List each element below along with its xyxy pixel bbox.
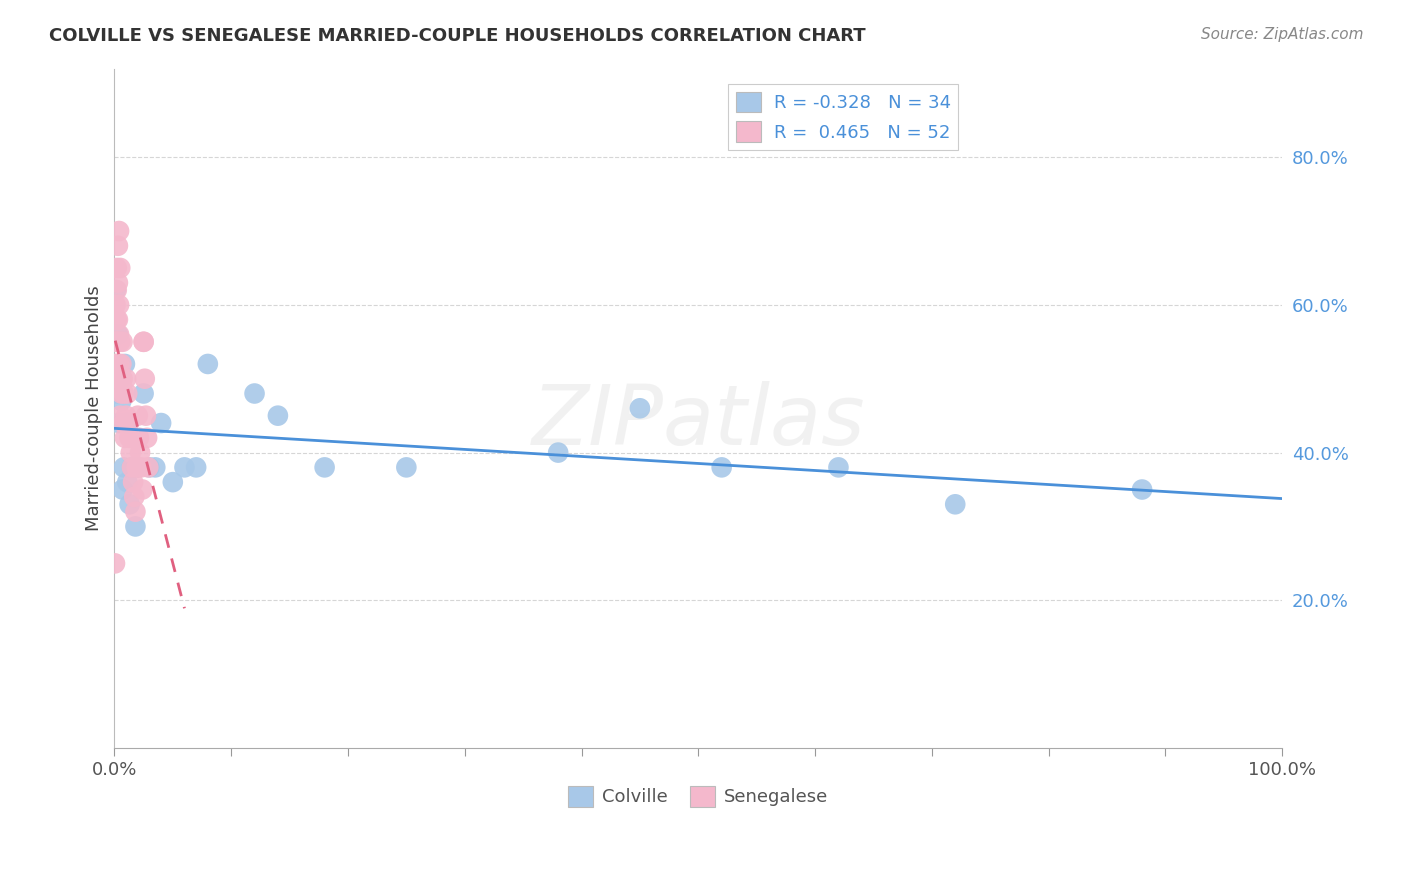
Point (104, 557, 127, 571)
Point (108, 224, 131, 238)
Point (104, 298, 127, 312)
Point (135, 409, 157, 423)
Point (111, 334, 134, 349)
Point (117, 416, 139, 430)
Point (112, 460, 135, 475)
Point (107, 334, 129, 349)
Point (114, 431, 136, 445)
Point (121, 460, 143, 475)
Point (105, 260, 128, 275)
Point (117, 386, 139, 401)
Point (105, 357, 128, 371)
Point (827, 460, 849, 475)
Y-axis label: Married-couple Households: Married-couple Households (86, 285, 103, 531)
Point (118, 431, 141, 445)
Point (120, 445, 142, 459)
Point (110, 334, 132, 349)
Point (710, 460, 733, 475)
Point (128, 431, 150, 445)
Point (267, 409, 290, 423)
Point (118, 497, 141, 511)
Point (162, 475, 184, 490)
Point (110, 409, 132, 423)
Point (314, 460, 336, 475)
Point (105, 283, 128, 297)
Point (121, 460, 143, 475)
Point (110, 372, 132, 386)
Point (173, 460, 195, 475)
Point (115, 416, 138, 430)
Point (108, 327, 131, 342)
Point (107, 372, 129, 386)
Point (110, 386, 132, 401)
Legend: Colville, Senegalese: Colville, Senegalese (561, 779, 835, 814)
Point (107, 312, 129, 326)
Point (110, 372, 132, 386)
Point (112, 416, 135, 430)
Point (129, 445, 152, 459)
Point (104, 283, 127, 297)
Point (104, 334, 127, 349)
Point (124, 505, 146, 519)
Point (136, 431, 159, 445)
Point (108, 416, 131, 430)
Point (1130, 483, 1153, 497)
Point (115, 372, 138, 386)
Point (943, 497, 966, 511)
Point (110, 393, 132, 408)
Point (122, 490, 145, 504)
Point (132, 334, 155, 349)
Point (125, 460, 148, 475)
Point (107, 239, 129, 253)
Point (107, 276, 129, 290)
Point (124, 519, 146, 533)
Point (108, 298, 131, 312)
Point (122, 475, 145, 490)
Point (131, 483, 153, 497)
Point (108, 357, 131, 371)
Point (127, 409, 149, 423)
Point (138, 460, 160, 475)
Point (117, 475, 139, 490)
Point (110, 357, 132, 371)
Point (243, 386, 266, 401)
Text: Source: ZipAtlas.com: Source: ZipAtlas.com (1201, 27, 1364, 42)
Point (150, 416, 173, 430)
Point (143, 460, 166, 475)
Point (129, 460, 152, 475)
Point (107, 327, 129, 342)
Point (186, 460, 208, 475)
Text: ZIPatlas: ZIPatlas (531, 382, 865, 462)
Point (105, 386, 128, 401)
Point (134, 372, 156, 386)
Point (114, 357, 136, 371)
Point (105, 334, 128, 349)
Point (547, 445, 569, 459)
Point (105, 312, 128, 326)
Point (628, 401, 651, 416)
Point (136, 460, 159, 475)
Point (112, 386, 135, 401)
Point (132, 386, 155, 401)
Point (127, 460, 149, 475)
Point (132, 334, 155, 349)
Point (111, 372, 134, 386)
Text: COLVILLE VS SENEGALESE MARRIED-COUPLE HOUSEHOLDS CORRELATION CHART: COLVILLE VS SENEGALESE MARRIED-COUPLE HO… (49, 27, 866, 45)
Point (104, 312, 127, 326)
Point (104, 357, 127, 371)
Point (110, 260, 132, 275)
Point (115, 409, 138, 423)
Point (111, 483, 134, 497)
Point (117, 416, 139, 430)
Point (197, 357, 219, 371)
Point (395, 460, 418, 475)
